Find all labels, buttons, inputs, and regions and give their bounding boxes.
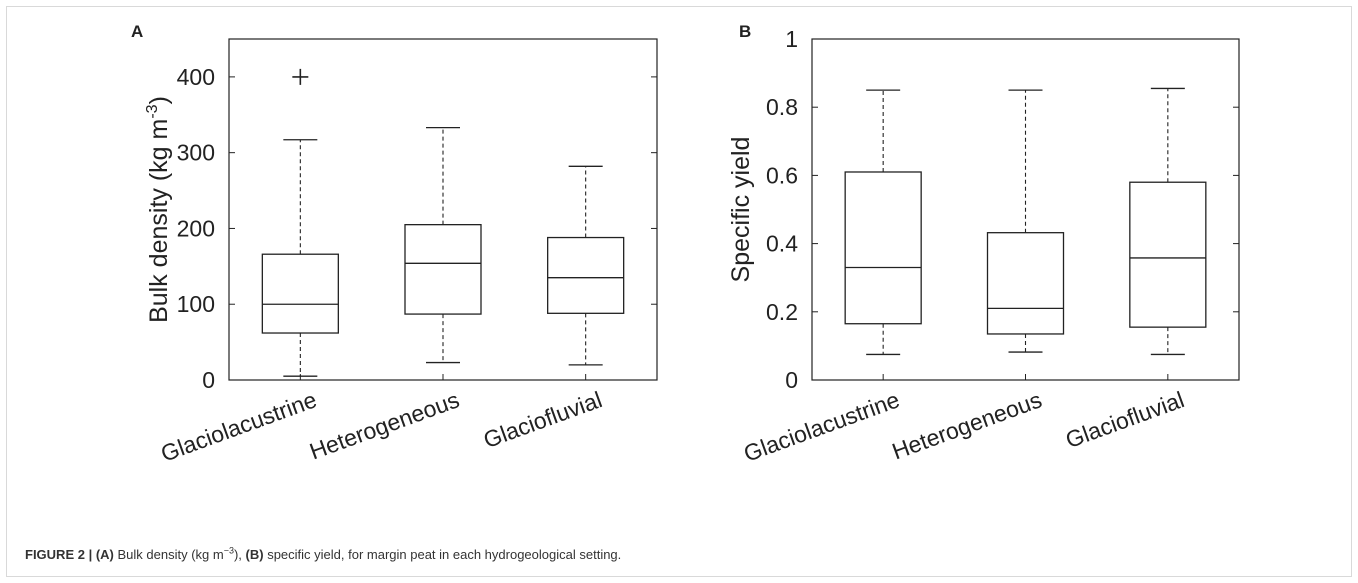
x-tick-label: Heterogeneous [306,386,463,464]
caption-text-a2: ), [233,547,246,562]
panel-label: A [131,22,143,41]
panel-label: B [739,22,751,41]
y-tick-label: 300 [177,140,215,166]
box-iqr [1129,181,1207,328]
y-tick-label: 100 [177,291,215,317]
caption-part-a: (A) [95,547,114,562]
y-tick-label: 0.4 [766,231,798,257]
box-iqr [404,224,482,315]
box-3 [547,165,625,366]
x-tick-label: Glaciolacustrine [157,386,320,466]
box-1 [261,68,339,377]
y-tick-label: 0.2 [766,299,798,325]
x-tick-label: Glaciofluvial [1062,386,1187,453]
x-tick-label: Heterogeneous [889,386,1046,464]
outlier-marker [292,68,309,85]
caption-text-b: specific yield, for margin peat in each … [263,547,622,562]
box-iqr [547,236,625,314]
y-axis-label-close: ) [145,96,173,104]
y-tick-label: 1 [785,26,798,52]
y-axis-label: Specific yield [727,137,755,283]
panel-b: B 0 0.2 0.4 0.6 0.8 1 Specific yield Glaciolacus… [727,22,1240,467]
y-tick-label: 0 [785,367,798,393]
x-tick-label: Glaciofluvial [480,386,605,453]
y-tick-label: 0.8 [766,94,798,120]
y-axis-label: Bulk density (kg m-3) [144,96,173,323]
box-iqr [844,171,922,325]
box-2 [986,89,1065,353]
box-iqr [986,232,1065,335]
box-iqr [261,253,339,334]
caption-text-a: Bulk density (kg m [113,547,224,562]
x-tick-label: Glaciolacustrine [740,386,903,466]
y-tick-label: 0 [202,367,215,393]
box-2 [404,127,482,364]
figure-caption: FIGURE 2 | (A) Bulk density (kg m−3), (B… [25,545,1345,562]
y-axis-label-exponent: -3 [144,104,161,118]
figure-frame: A 0 100 200 300 400 Bulk density (kg m-3) Glaci… [6,6,1352,577]
caption-figure-label: FIGURE 2 | [25,547,93,562]
y-tick-label: 0.6 [766,162,798,188]
box-1 [844,89,922,356]
y-tick-label: 200 [177,215,215,241]
y-tick-label: 400 [177,64,215,90]
caption-exponent-a: −3 [223,545,234,556]
caption-part-b: (B) [245,547,264,562]
box-3 [1129,87,1207,356]
